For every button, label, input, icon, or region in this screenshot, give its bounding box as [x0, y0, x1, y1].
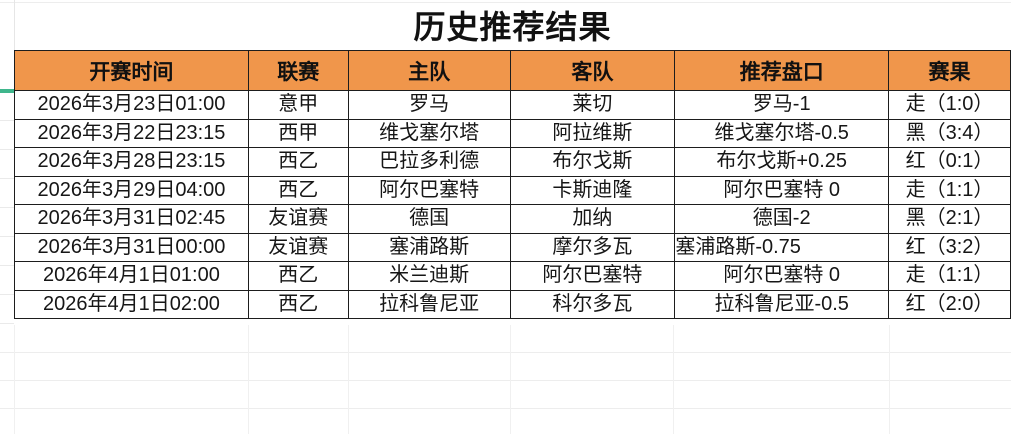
- cell-home[interactable]: 维戈塞尔塔: [347, 118, 511, 148]
- empty-grid-vline: [348, 325, 349, 434]
- cell-league[interactable]: 西乙: [247, 289, 349, 319]
- cell-away[interactable]: 阿尔巴塞特: [509, 261, 676, 291]
- header-away-team[interactable]: 客队: [509, 50, 676, 91]
- header-start-time[interactable]: 开赛时间: [14, 50, 249, 91]
- cell-result[interactable]: 黑（2:1）: [888, 204, 1011, 234]
- column-a-row-gridlines: [0, 92, 14, 325]
- cell-result[interactable]: 黑（3:4）: [888, 118, 1011, 148]
- cell-time[interactable]: 2026年3月23日01:00: [14, 90, 249, 120]
- cell-result[interactable]: 走（1:0）: [888, 90, 1011, 120]
- cell-league[interactable]: 西乙: [247, 175, 349, 205]
- table-row: 2026年4月1日01:00 西乙 米兰迪斯 阿尔巴塞特 阿尔巴塞特 0 走（1:1）: [14, 261, 1011, 291]
- cell-home[interactable]: 巴拉多利德: [347, 147, 511, 177]
- cell-away[interactable]: 摩尔多瓦: [509, 232, 676, 262]
- cell-away[interactable]: 莱切: [509, 90, 676, 120]
- empty-cells-grid: [0, 325, 1011, 434]
- cell-away[interactable]: 布尔戈斯: [509, 147, 676, 177]
- header-league[interactable]: 联赛: [247, 50, 349, 91]
- cell-result[interactable]: 红（3:2）: [888, 232, 1011, 262]
- cell-league[interactable]: 西甲: [247, 118, 349, 148]
- cell-time[interactable]: 2026年3月28日23:15: [14, 147, 249, 177]
- cell-time[interactable]: 2026年4月1日02:00: [14, 289, 249, 319]
- cell-home[interactable]: 德国: [347, 204, 511, 234]
- cell-handicap[interactable]: 拉科鲁尼亚-0.5: [674, 289, 890, 319]
- results-table: 开赛时间 联赛 主队 客队 推荐盘口 赛果 2026年3月23日01:00 意甲罗…: [14, 50, 1011, 319]
- header-handicap[interactable]: 推荐盘口: [674, 50, 890, 91]
- empty-grid-vline: [248, 325, 249, 434]
- cell-home[interactable]: 塞浦路斯: [347, 232, 511, 262]
- cell-handicap[interactable]: 阿尔巴塞特 0: [674, 261, 890, 291]
- cell-result[interactable]: 走（1:1）: [888, 175, 1011, 205]
- header-result[interactable]: 赛果: [888, 50, 1011, 91]
- results-table-body: 2026年3月23日01:00 意甲 罗马 莱切 罗马-1 走（1:0） 2026年3月22…: [14, 90, 1011, 319]
- cell-time[interactable]: 2026年3月29日04:00: [14, 175, 249, 205]
- empty-grid-vline: [510, 325, 511, 434]
- table-row: 2026年3月22日23:15 西甲 维戈塞尔塔 阿拉维斯 维戈塞尔塔-0.5 黑（3:4…: [14, 118, 1011, 148]
- cell-handicap[interactable]: 布尔戈斯+0.25: [674, 147, 890, 177]
- cell-result[interactable]: 红（0:1）: [888, 147, 1011, 177]
- cell-home[interactable]: 阿尔巴塞特: [347, 175, 511, 205]
- cell-home[interactable]: 米兰迪斯: [347, 261, 511, 291]
- cell-away[interactable]: 阿拉维斯: [509, 118, 676, 148]
- cell-time[interactable]: 2026年3月31日02:45: [14, 204, 249, 234]
- cell-handicap[interactable]: 德国-2: [674, 204, 890, 234]
- cell-league[interactable]: 意甲: [247, 90, 349, 120]
- freeze-pane-indicator: [0, 89, 14, 93]
- table-row: 2026年3月28日23:15 西乙 巴拉多利德 布尔戈斯 布尔戈斯+0.25 红（0:1…: [14, 147, 1011, 177]
- cell-time[interactable]: 2026年3月22日23:15: [14, 118, 249, 148]
- empty-grid-vline: [889, 325, 890, 434]
- table-row: 2026年3月31日02:45 友谊赛 德国 加纳 德国-2 黑（2:1）: [14, 204, 1011, 234]
- table-row: 2026年3月31日00:00 友谊赛 塞浦路斯 摩尔多瓦 塞浦路斯-0.75 红（3:2…: [14, 232, 1011, 262]
- header-row: 开赛时间 联赛 主队 客队 推荐盘口 赛果: [14, 50, 1011, 91]
- cell-result[interactable]: 红（2:0）: [888, 289, 1011, 319]
- cell-league[interactable]: 西乙: [247, 147, 349, 177]
- cell-league[interactable]: 友谊赛: [247, 204, 349, 234]
- cell-handicap[interactable]: 阿尔巴塞特 0: [674, 175, 890, 205]
- cell-league[interactable]: 西乙: [247, 261, 349, 291]
- column-a-gridline: [14, 0, 15, 50]
- page-title: 历史推荐结果: [413, 9, 612, 45]
- cell-result[interactable]: 走（1:1）: [888, 261, 1011, 291]
- header-home-team[interactable]: 主队: [347, 50, 511, 91]
- cell-time[interactable]: 2026年3月31日00:00: [14, 232, 249, 262]
- cell-away[interactable]: 卡斯迪隆: [509, 175, 676, 205]
- cell-home[interactable]: 拉科鲁尼亚: [347, 289, 511, 319]
- table-row: 2026年3月23日01:00 意甲 罗马 莱切 罗马-1 走（1:0）: [14, 90, 1011, 120]
- cell-handicap[interactable]: 塞浦路斯-0.75: [674, 232, 890, 262]
- cell-league[interactable]: 友谊赛: [247, 232, 349, 262]
- table-row: 2026年3月29日04:00 西乙 阿尔巴塞特 卡斯迪隆 阿尔巴塞特 0 走（1:1）: [14, 175, 1011, 205]
- top-gridline: [0, 2, 1011, 3]
- empty-grid-vline: [673, 325, 674, 434]
- cell-home[interactable]: 罗马: [347, 90, 511, 120]
- cell-away[interactable]: 科尔多瓦: [509, 289, 676, 319]
- empty-grid-vline: [14, 325, 15, 434]
- cell-handicap[interactable]: 罗马-1: [674, 90, 890, 120]
- cell-time[interactable]: 2026年4月1日01:00: [14, 261, 249, 291]
- cell-handicap[interactable]: 维戈塞尔塔-0.5: [674, 118, 890, 148]
- table-row: 2026年4月1日02:00 西乙 拉科鲁尼亚 科尔多瓦 拉科鲁尼亚-0.5 红（2:0）: [14, 289, 1011, 319]
- cell-away[interactable]: 加纳: [509, 204, 676, 234]
